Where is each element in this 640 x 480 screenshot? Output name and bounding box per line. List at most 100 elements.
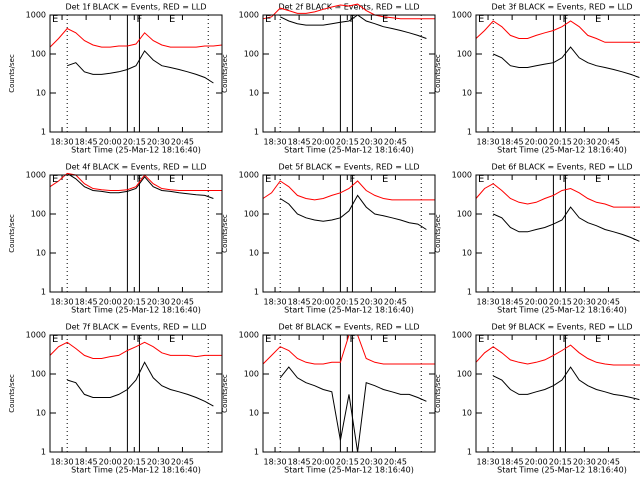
series-line — [492, 206, 640, 242]
x-tick-label: 20:30 — [573, 298, 596, 307]
panel: Det 5f BLACK = Events, RED = LLD Start Ti… — [221, 163, 436, 315]
annotation: E — [169, 334, 175, 345]
plot-frame — [49, 174, 223, 293]
annotation: E — [52, 14, 58, 25]
plot-frame — [475, 14, 640, 133]
x-tick-label: 20:15 — [549, 138, 572, 147]
x-tick-label: 20:00 — [312, 138, 335, 147]
chart-title: Det 2f BLACK = Events, RED = LLD — [278, 3, 419, 12]
series-line — [492, 46, 640, 78]
x-tick-label: 18:45 — [501, 298, 524, 307]
x-tick-label: 20:30 — [147, 458, 170, 467]
x-tick-label: 18:45 — [501, 138, 524, 147]
series-line — [475, 20, 640, 43]
x-tick-label: 18:30 — [264, 458, 287, 467]
y-tick-label: 10 — [249, 249, 259, 258]
plot-frame — [475, 334, 640, 453]
y-tick-label: 100 — [457, 210, 472, 219]
x-tick-label: 20:45 — [171, 298, 194, 307]
plot-frame — [49, 334, 223, 453]
x-axis-label: Start Time (25-Mar-12 18:16:40) — [284, 306, 414, 315]
panel: Det 8f BLACK = Events, RED = LLD Start Ti… — [221, 323, 436, 475]
panel: Det 1f BLACK = Events, RED = LLD Start Ti… — [8, 3, 223, 155]
annotation: F — [350, 334, 356, 345]
y-tick-label: 100 — [457, 370, 472, 379]
series-line — [492, 366, 640, 401]
x-tick-label: 18:45 — [288, 298, 311, 307]
y-axis-label: Counts/sec — [8, 214, 16, 253]
y-tick-label: 100 — [31, 370, 46, 379]
y-tick-label: 10 — [462, 89, 472, 98]
y-tick-label: 1 — [41, 448, 46, 457]
x-tick-label: 20:45 — [384, 458, 407, 467]
x-tick-label: 20:15 — [336, 138, 359, 147]
annotation: E — [382, 174, 388, 185]
x-tick-label: 20:45 — [384, 298, 407, 307]
annotation: E — [265, 334, 271, 345]
x-tick-label: 18:30 — [51, 458, 74, 467]
x-tick-label: 18:45 — [75, 138, 98, 147]
y-axis-label: Counts/sec — [434, 214, 442, 253]
series-line — [67, 50, 214, 84]
y-axis-label: Counts/sec — [221, 214, 229, 253]
series-line — [279, 366, 427, 453]
annotation: E — [265, 174, 271, 185]
y-tick-label: 10 — [249, 89, 259, 98]
y-tick-label: 1 — [254, 128, 259, 137]
y-tick-label: 1 — [41, 128, 46, 137]
x-tick-label: 20:30 — [360, 138, 383, 147]
x-tick-label: 20:00 — [99, 138, 122, 147]
x-tick-label: 20:00 — [312, 298, 335, 307]
x-axis-label: Start Time (25-Mar-12 18:16:40) — [71, 306, 201, 315]
annotation: F — [563, 334, 569, 345]
y-tick-label: 1000 — [239, 331, 259, 340]
panel: Det 6f BLACK = Events, RED = LLD Start Ti… — [434, 163, 640, 315]
y-tick-label: 100 — [244, 210, 259, 219]
y-tick-label: 1000 — [26, 331, 46, 340]
x-tick-label: 20:00 — [99, 458, 122, 467]
x-tick-label: 18:30 — [264, 298, 287, 307]
annotation: F — [350, 14, 356, 25]
annotation: E — [478, 14, 484, 25]
y-tick-label: 1 — [467, 288, 472, 297]
chart-title: Det 8f BLACK = Events, RED = LLD — [278, 323, 419, 332]
annotation: F — [137, 174, 143, 185]
y-tick-label: 1000 — [452, 331, 472, 340]
series-line — [49, 172, 222, 191]
x-axis-label: Start Time (25-Mar-12 18:16:40) — [71, 146, 201, 155]
y-axis-label: Counts/sec — [434, 54, 442, 93]
annotation: E — [478, 334, 484, 345]
y-tick-label: 1000 — [239, 11, 259, 20]
y-tick-label: 1000 — [26, 171, 46, 180]
annotation: E — [52, 334, 58, 345]
series-line — [279, 194, 427, 230]
y-tick-label: 100 — [244, 50, 259, 59]
chart-title: Det 6f BLACK = Events, RED = LLD — [491, 163, 632, 172]
panel: Det 4f BLACK = Events, RED = LLD Start Ti… — [8, 163, 223, 315]
chart-title: Det 4f BLACK = Events, RED = LLD — [65, 163, 206, 172]
x-tick-label: 20:30 — [360, 458, 383, 467]
x-tick-label: 18:30 — [477, 298, 500, 307]
y-tick-label: 1000 — [239, 171, 259, 180]
x-axis-label: Start Time (25-Mar-12 18:16:40) — [284, 146, 414, 155]
annotation: E — [595, 14, 601, 25]
x-tick-label: 20:00 — [312, 458, 335, 467]
x-tick-label: 18:45 — [75, 458, 98, 467]
series-line — [66, 172, 214, 199]
y-tick-label: 10 — [462, 249, 472, 258]
y-tick-label: 1000 — [452, 11, 472, 20]
x-axis-label: Start Time (25-Mar-12 18:16:40) — [497, 466, 627, 475]
y-tick-label: 1000 — [26, 11, 46, 20]
y-tick-label: 100 — [457, 50, 472, 59]
annotation: F — [563, 174, 569, 185]
x-tick-label: 20:45 — [171, 458, 194, 467]
y-tick-label: 1 — [254, 288, 259, 297]
chart-title: Det 5f BLACK = Events, RED = LLD — [278, 163, 419, 172]
series-line — [279, 14, 427, 39]
y-tick-label: 10 — [36, 89, 46, 98]
y-tick-label: 100 — [31, 210, 46, 219]
annotation: E — [265, 14, 271, 25]
plot-frame — [475, 174, 640, 293]
x-tick-label: 20:15 — [549, 458, 572, 467]
